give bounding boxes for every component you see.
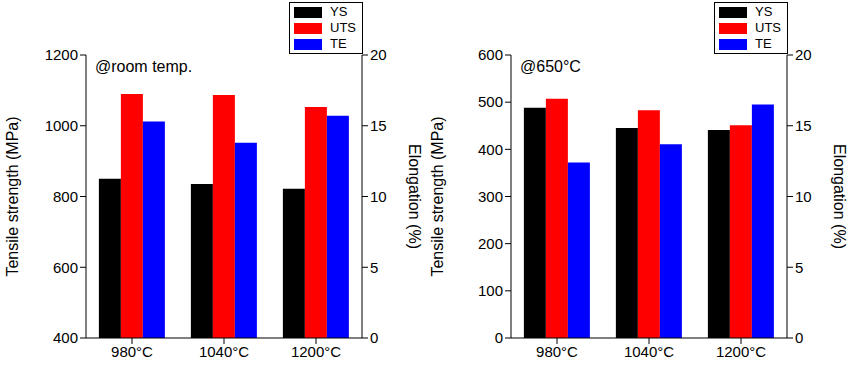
svg-text:300: 300 (478, 188, 503, 205)
html-text:UTS: UTS (330, 20, 356, 35)
svg-text:500: 500 (478, 93, 503, 110)
svg-text:400: 400 (53, 329, 78, 346)
svg-text:10: 10 (795, 188, 812, 205)
svg-text:5: 5 (795, 259, 803, 276)
svg-text:0: 0 (370, 329, 378, 346)
html-text:TE: TE (330, 36, 347, 51)
html-text:UTS: UTS (755, 20, 781, 35)
svg-text:100: 100 (478, 282, 503, 299)
svg-text:0: 0 (495, 329, 503, 346)
svg-text:1040°C: 1040°C (199, 343, 249, 360)
html-text:YS: YS (330, 4, 348, 19)
html-text:@650°C: @650°C (520, 58, 581, 75)
svg-text:20: 20 (795, 46, 812, 63)
svg-text:400: 400 (478, 141, 503, 158)
svg-text:10: 10 (370, 188, 387, 205)
html-text:TE: TE (755, 36, 772, 51)
svg-text:15: 15 (795, 117, 812, 134)
svg-text:20: 20 (370, 46, 387, 63)
svg-text:1040°C: 1040°C (624, 343, 674, 360)
html-text:YS: YS (755, 4, 773, 19)
svg-text:200: 200 (478, 235, 503, 252)
svg-text:Tensile strength (MPa): Tensile strength (MPa) (8, 116, 21, 276)
svg-text:980°C: 980°C (536, 343, 578, 360)
svg-text:0: 0 (795, 329, 803, 346)
svg-text:5: 5 (370, 259, 378, 276)
svg-text:Tensile strength (MPa): Tensile strength (MPa) (429, 116, 446, 276)
svg-text:1200°C: 1200°C (716, 343, 766, 360)
svg-text:1000: 1000 (45, 117, 78, 134)
html-text:@room temp.: @room temp. (95, 58, 193, 75)
svg-text:1200°C: 1200°C (291, 343, 341, 360)
svg-text:Elongation (%): Elongation (%) (831, 144, 847, 249)
svg-text:600: 600 (53, 259, 78, 276)
svg-text:Elongation (%): Elongation (%) (406, 144, 423, 249)
svg-text:600: 600 (478, 46, 503, 63)
svg-text:1200: 1200 (45, 46, 78, 63)
svg-text:800: 800 (53, 188, 78, 205)
svg-text:980°C: 980°C (111, 343, 153, 360)
svg-text:15: 15 (370, 117, 387, 134)
